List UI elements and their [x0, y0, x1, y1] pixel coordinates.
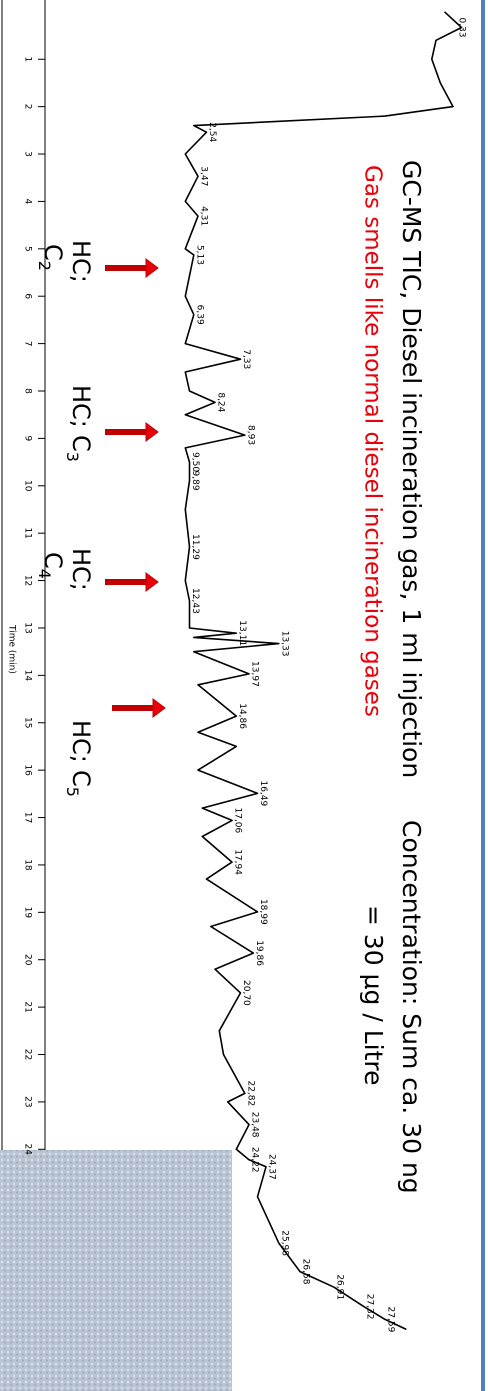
x-tick-label: 11 [23, 527, 33, 538]
peak-label: 7,33 [241, 349, 251, 369]
x-tick-label: 19 [23, 907, 33, 919]
x-tick-label: 14 [23, 670, 33, 682]
carbon: C [39, 244, 67, 261]
x-tick-label: 24 [23, 1144, 33, 1156]
x-tick-label: 12 [23, 575, 33, 586]
concentration: Concentration: Sum ca. 30 ng [397, 820, 426, 1194]
x-tick-label: 3 [23, 151, 33, 157]
peak-label: 3,47 [199, 166, 209, 186]
arrow-label: HC; [67, 240, 95, 283]
peak-label: 9,50 [190, 452, 200, 472]
peak-label: 12,43 [190, 588, 200, 614]
peak-label: 19,86 [254, 940, 264, 966]
x-tick-label: 23 [23, 1096, 33, 1107]
arrow-label: HC; [67, 385, 95, 428]
peak-label: 11,29 [190, 534, 200, 560]
peak-label: 13,11 [237, 620, 247, 646]
x-tick-label: 1 [22, 56, 32, 62]
carbon: C [67, 770, 95, 787]
x-tick-label: 16 [23, 764, 33, 776]
photo [0, 1150, 232, 1391]
peak-label: 8,93 [245, 425, 255, 445]
peak-label: 18,99 [258, 899, 268, 925]
tic-line [184, 11, 463, 1331]
x-tick-label: 13 [23, 622, 33, 633]
carbon-subscript: 2 [36, 261, 55, 271]
peak-label: 13,97 [250, 661, 260, 687]
peak-label: 2,54 [207, 122, 217, 142]
x-tick-label: 4 [23, 199, 33, 205]
x-tick-label: 6 [23, 293, 33, 299]
carbon: C [67, 435, 95, 452]
peak-label: 26,91 [335, 1274, 345, 1300]
concentration: = 30 µg / Litre [359, 905, 388, 1086]
peak-label: 26,58 [301, 1259, 311, 1285]
peak-label: 22,82 [245, 1080, 255, 1106]
arrow-carbon: C3 [64, 435, 96, 462]
peak-label: 8,24 [216, 392, 226, 412]
x-tick-label: 22 [23, 1049, 33, 1060]
x-tick-label: 10 [23, 480, 33, 492]
peak-label: 23,48 [250, 1112, 260, 1138]
x-axis-label: Time (min) [7, 624, 17, 674]
x-tick-label: 18 [23, 859, 33, 871]
peak-label: 0,33 [457, 17, 467, 37]
peak-label: 20,70 [241, 980, 251, 1006]
peak-label: 6,39 [194, 305, 204, 325]
arrow-carbon: C2 [36, 244, 68, 271]
carbon-subscript: 4 [36, 569, 55, 579]
peak-label: 27,59 [386, 1307, 396, 1333]
peak-label: 17,06 [233, 807, 243, 833]
x-tick-label: 8 [23, 388, 33, 394]
carbon: C [39, 552, 67, 569]
arrow-head [145, 422, 159, 442]
arrow-head [152, 698, 166, 718]
peak-label: 5,13 [194, 245, 204, 265]
peak-label: 24,22 [250, 1147, 260, 1173]
carbon-subscript: 3 [64, 452, 83, 462]
peak-label: 24,37 [267, 1154, 277, 1180]
carbon-subscript: 5 [64, 787, 83, 797]
peak-label: 9,89 [190, 471, 200, 491]
x-tick-label: 5 [23, 246, 33, 252]
x-tick-label: 17 [23, 812, 33, 823]
x-tick-label: 9 [23, 436, 33, 442]
peak-label: 27,32 [364, 1294, 374, 1320]
peak-label: 25,98 [279, 1230, 289, 1256]
x-tick-label: 7 [23, 341, 33, 347]
x-tick-label: 20 [23, 954, 33, 966]
arrow-head [145, 572, 159, 592]
arrow-carbon: C5 [64, 770, 96, 797]
arrow-label: HC; [67, 548, 95, 591]
peak-label: 17,94 [233, 849, 243, 875]
peak-label: 14,86 [237, 703, 247, 729]
x-tick-label: 2 [23, 104, 33, 110]
x-tick-label: 21 [23, 1001, 33, 1012]
arrow-label: HC; [67, 720, 95, 763]
arrow-head [145, 258, 159, 278]
subtitle: Gas smells like normal diesel incinerati… [360, 165, 386, 717]
arrow-carbon: C4 [36, 552, 68, 579]
peak-label: 4,31 [199, 206, 209, 226]
chart-title: GC-MS TIC, Diesel incineration gas, 1 ml… [397, 160, 426, 778]
peak-label: 16,49 [258, 780, 268, 806]
peak-label: 13,33 [279, 631, 289, 657]
x-tick-label: 15 [23, 717, 33, 728]
